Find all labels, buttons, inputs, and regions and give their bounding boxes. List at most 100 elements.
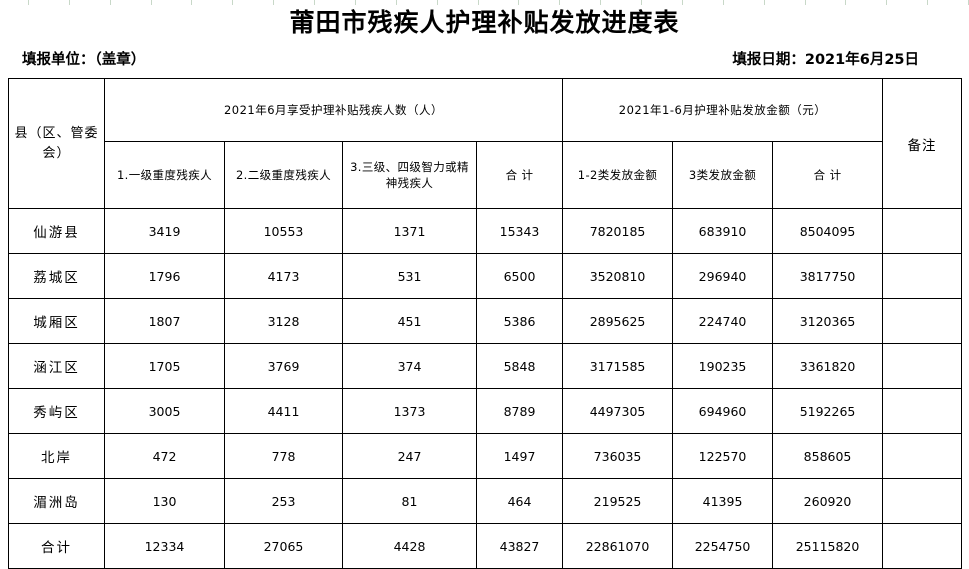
row-label: 涵江区 [8,343,105,389]
cell-level1: 130 [104,478,225,524]
cell-level1: 1796 [104,253,225,299]
spreadsheet-grid-strip [0,0,969,5]
subheader-amount-12: 1-2类发放金额 [562,141,674,209]
cell-level1: 3419 [104,208,225,254]
row-label: 合计 [8,523,105,569]
cell-level34: 81 [342,478,477,524]
cell-persons-total: 5848 [475,343,564,389]
cell-note [882,478,963,524]
cell-level1: 472 [104,433,225,479]
cell-level2: 3769 [224,343,343,389]
table-row: 北岸 472 778 247 1497 736035 122570 858605 [8,433,963,479]
reporting-unit-label: 填报单位：（盖章） [22,51,146,68]
cell-level2: 4411 [224,388,343,434]
reporting-date-label: 填报日期：2021年6月25日 [732,51,919,68]
cell-level34: 451 [342,298,477,344]
table-row: 涵江区 1705 3769 374 5848 3171585 190235 33… [8,343,963,389]
cell-amount-12: 22861070 [562,523,674,569]
row-label: 城厢区 [8,298,105,344]
cell-level2: 3128 [224,298,343,344]
cell-persons-total: 464 [475,478,564,524]
stub-header: 县（区、管委会） [8,78,105,209]
cell-amount-12: 219525 [562,478,674,524]
cell-persons-total: 1497 [475,433,564,479]
subheader-amount-3: 3类发放金额 [672,141,774,209]
cell-note [882,343,963,389]
note-header: 备注 [882,78,963,209]
row-label: 仙游县 [8,208,105,254]
cell-amount-12: 3520810 [562,253,674,299]
cell-level34: 374 [342,343,477,389]
cell-amount-total: 3120365 [772,298,884,344]
group-header-persons: 2021年6月享受护理补贴残疾人数（人） [103,78,564,142]
cell-amount-3: 296940 [672,253,774,299]
table-row: 仙游县 3419 10553 1371 15343 7820185 683910… [8,208,963,254]
cell-amount-3: 190235 [672,343,774,389]
cell-persons-total: 5386 [475,298,564,344]
cell-level2: 27065 [224,523,343,569]
row-label: 秀屿区 [8,388,105,434]
cell-amount-12: 7820185 [562,208,674,254]
subheader-amount-total: 合 计 [772,141,884,209]
cell-amount-total: 858605 [772,433,884,479]
page-title: 莆田市残疾人护理补贴发放进度表 [289,8,680,37]
cell-level1: 1705 [104,343,225,389]
cell-level34: 531 [342,253,477,299]
cell-persons-total: 15343 [475,208,564,254]
cell-amount-12: 3171585 [562,343,674,389]
row-label: 北岸 [8,433,105,479]
cell-amount-12: 2895625 [562,298,674,344]
cell-amount-total: 260920 [772,478,884,524]
cell-level34: 247 [342,433,477,479]
subheader-persons-total: 合 计 [475,141,564,209]
cell-amount-total: 5192265 [772,388,884,434]
table-row: 秀屿区 3005 4411 1373 8789 4497305 694960 5… [8,388,963,434]
cell-level34: 4428 [342,523,477,569]
cell-note [882,253,963,299]
subheader-level1: 1.一级重度残疾人 [104,141,225,209]
table-header-sub-row: 1.一级重度残疾人 2.二级重度残疾人 3.三级、四级智力或精神残疾人 合 计 … [9,141,962,209]
cell-level1: 1807 [104,298,225,344]
subheader-level34: 3.三级、四级智力或精神残疾人 [342,141,477,209]
cell-persons-total: 8789 [475,388,564,434]
cell-level1: 3005 [104,388,225,434]
cell-level2: 4173 [224,253,343,299]
cell-amount-3: 694960 [672,388,774,434]
cell-amount-3: 41395 [672,478,774,524]
row-label: 荔城区 [8,253,105,299]
cell-amount-total: 3361820 [772,343,884,389]
cell-note [882,433,963,479]
cell-amount-total: 3817750 [772,253,884,299]
cell-amount-12: 736035 [562,433,674,479]
cell-persons-total: 6500 [475,253,564,299]
table-row: 荔城区 1796 4173 531 6500 3520810 296940 38… [8,253,963,299]
cell-level2: 10553 [224,208,343,254]
cell-amount-3: 122570 [672,433,774,479]
meta-row: 填报单位：（盖章） 填报日期：2021年6月25日 [8,44,961,72]
cell-amount-3: 2254750 [672,523,774,569]
group-header-amount: 2021年1-6月护理补贴发放金额（元） [562,78,884,142]
cell-persons-total: 43827 [475,523,564,569]
cell-level34: 1371 [342,208,477,254]
table-row: 城厢区 1807 3128 451 5386 2895625 224740 31… [8,298,963,344]
cell-level2: 778 [224,433,343,479]
cell-level1: 12334 [104,523,225,569]
cell-amount-total: 8504095 [772,208,884,254]
cell-amount-3: 683910 [672,208,774,254]
table-header-group-row: 县（区、管委会） 2021年6月享受护理补贴残疾人数（人） 2021年1-6月护… [8,78,963,209]
row-label: 湄洲岛 [8,478,105,524]
cell-note [882,298,963,344]
cell-amount-12: 4497305 [562,388,674,434]
cell-amount-3: 224740 [672,298,774,344]
data-table: 县（区、管委会） 2021年6月享受护理补贴残疾人数（人） 2021年1-6月护… [8,78,963,569]
cell-level2: 253 [224,478,343,524]
cell-note [882,208,963,254]
table-row-total: 合计 12334 27065 4428 43827 22861070 22547… [8,523,963,569]
cell-note [882,388,963,434]
cell-amount-total: 25115820 [772,523,884,569]
cell-level34: 1373 [342,388,477,434]
table-row: 湄洲岛 130 253 81 464 219525 41395 260920 [8,478,963,524]
subheader-level2: 2.二级重度残疾人 [224,141,343,209]
cell-note [882,523,963,569]
